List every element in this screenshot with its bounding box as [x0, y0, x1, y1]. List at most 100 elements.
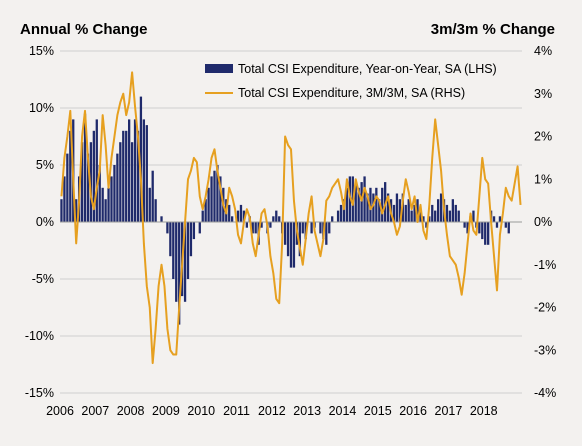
bar	[372, 193, 375, 222]
bar	[110, 176, 113, 222]
bar-series	[60, 96, 510, 325]
right-tick-label: -2%	[534, 301, 556, 315]
bar	[66, 153, 69, 222]
bar	[92, 130, 95, 222]
bar	[298, 222, 301, 257]
bar	[104, 199, 107, 222]
bar	[325, 222, 328, 245]
bar	[142, 119, 146, 222]
bar	[457, 210, 460, 222]
bar	[198, 222, 201, 234]
bar	[381, 187, 384, 222]
bar	[69, 130, 72, 222]
left-axis-title: Annual % Change	[20, 21, 148, 38]
bar	[86, 153, 90, 222]
x-tick-label: 2007	[81, 404, 109, 418]
bar	[363, 176, 366, 222]
legend-label-bar: Total CSI Expenditure, Year-on-Year, SA …	[238, 62, 497, 76]
bar	[507, 222, 510, 234]
bar	[286, 222, 290, 257]
bar	[178, 222, 181, 325]
bar	[360, 182, 363, 222]
x-tick-label: 2012	[258, 404, 286, 418]
bar	[175, 222, 178, 302]
bar	[213, 170, 216, 222]
bar	[192, 222, 196, 240]
bar	[98, 165, 101, 222]
bar	[498, 216, 502, 222]
bar	[416, 199, 419, 222]
bar	[422, 216, 425, 222]
x-tick-label: 2013	[293, 404, 321, 418]
right-tick-label: 2%	[534, 130, 552, 144]
x-tick-label: 2014	[329, 404, 357, 418]
bar	[410, 210, 413, 222]
bar	[236, 210, 240, 222]
x-tick-label: 2015	[364, 404, 392, 418]
legend-label-line: Total CSI Expenditure, 3M/3M, SA (RHS)	[238, 86, 465, 100]
bar	[113, 165, 116, 222]
right-tick-label: -3%	[534, 343, 556, 357]
bar	[386, 193, 390, 222]
left-tick-label: 5%	[36, 158, 54, 172]
bar	[101, 187, 104, 222]
bar	[292, 222, 296, 268]
bar	[431, 204, 434, 222]
axis-ticks: 15% 10% 5% 0% -5% -10% -15% 4% 3% 2% 1% 0% -1% -2% -3%…	[25, 44, 556, 418]
x-tick-label: 2017	[435, 404, 463, 418]
left-tick-label: -5%	[32, 272, 54, 286]
bar	[472, 210, 475, 222]
bar	[484, 222, 487, 245]
bar	[75, 199, 78, 222]
bar	[301, 222, 304, 234]
bar	[166, 222, 169, 234]
bar	[210, 176, 213, 222]
bar	[398, 199, 402, 222]
bar	[419, 210, 422, 222]
bar	[139, 96, 143, 222]
bar	[336, 210, 340, 222]
x-tick-label: 2008	[117, 404, 145, 418]
bar	[219, 176, 222, 222]
bar	[119, 142, 122, 222]
bar	[183, 222, 187, 302]
bar	[228, 204, 231, 222]
bar	[60, 199, 63, 222]
bar	[207, 187, 210, 222]
bar	[269, 222, 272, 228]
bar	[339, 204, 343, 222]
bar	[254, 222, 257, 234]
right-tick-label: 4%	[534, 44, 552, 58]
left-tick-label: 10%	[29, 101, 54, 115]
bar	[428, 216, 431, 222]
legend: Total CSI Expenditure, Year-on-Year, SA …	[205, 62, 497, 100]
bar	[245, 222, 249, 228]
x-tick-label: 2010	[187, 404, 215, 418]
bar	[425, 222, 428, 228]
bar	[445, 204, 449, 222]
bar	[395, 193, 399, 222]
bar	[392, 204, 396, 222]
x-tick-label: 2018	[470, 404, 498, 418]
bar	[125, 130, 128, 222]
bar	[148, 187, 151, 222]
right-tick-label: 0%	[534, 215, 552, 229]
bar	[439, 193, 443, 222]
bar	[366, 193, 369, 222]
bar	[204, 199, 207, 222]
bar	[89, 142, 93, 222]
bar	[413, 204, 416, 222]
right-tick-label: -4%	[534, 386, 556, 400]
bar	[272, 216, 275, 222]
bar	[278, 216, 281, 222]
bar	[160, 216, 163, 222]
bar	[354, 182, 357, 222]
bar	[169, 222, 172, 257]
left-tick-label: -10%	[25, 329, 54, 343]
bar	[128, 119, 131, 222]
bar	[492, 216, 496, 222]
bar	[122, 130, 125, 222]
bar	[63, 176, 66, 222]
right-axis-title: 3m/3m % Change	[431, 21, 555, 38]
